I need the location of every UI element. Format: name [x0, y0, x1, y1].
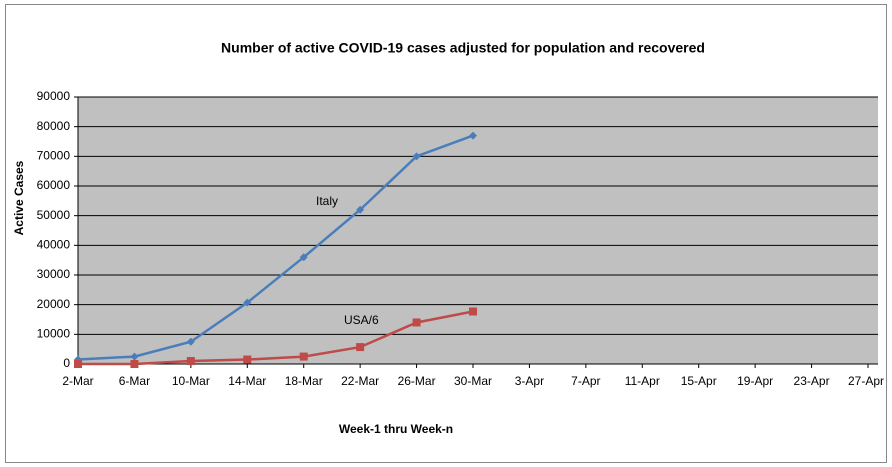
y-tick-label: 70000	[37, 149, 71, 163]
data-point	[74, 360, 82, 368]
y-tick-label: 50000	[37, 208, 71, 222]
data-point	[186, 357, 195, 366]
chart-title: Number of active COVID-19 cases adjusted…	[221, 40, 705, 56]
x-tick-label: 26-Mar	[398, 374, 436, 388]
x-tick-label: 19-Apr	[737, 374, 773, 388]
data-point	[356, 343, 365, 352]
y-axis-title: Active Cases	[12, 160, 26, 235]
y-tick-label: 40000	[37, 238, 71, 252]
series-annotation: Italy	[316, 194, 338, 208]
series-line	[77, 134, 474, 361]
series-annotation: USA/6	[344, 313, 379, 327]
data-point	[130, 360, 139, 368]
x-tick-label: 23-Apr	[794, 374, 830, 388]
data-point	[356, 205, 365, 214]
y-tick-label: 30000	[37, 267, 71, 281]
x-tick-label: 2-Mar	[62, 374, 93, 388]
data-point	[469, 307, 477, 316]
series-line	[78, 310, 474, 366]
y-tick-label: 0	[63, 356, 70, 370]
x-tick-label: 27-Apr	[848, 374, 884, 388]
x-axis-title: Week-1 thru Week-n	[339, 422, 453, 436]
data-point	[186, 337, 195, 346]
x-tick-label: 18-Mar	[285, 374, 323, 388]
data-point	[243, 298, 252, 307]
x-tick-label: 7-Apr	[571, 374, 600, 388]
x-tick-label: 11-Apr	[625, 374, 660, 388]
data-point	[412, 318, 421, 327]
y-tick-label: 60000	[37, 178, 71, 192]
x-tick-label: 14-Mar	[228, 374, 266, 388]
x-tick-label: 10-Mar	[172, 374, 210, 388]
y-tick-label: 20000	[37, 297, 71, 311]
plot-area	[78, 97, 878, 364]
data-point	[299, 352, 308, 361]
x-tick-label: 3-Apr	[515, 374, 544, 388]
data-point	[243, 355, 252, 364]
data-point	[299, 253, 308, 262]
x-tick-label: 30-Mar	[454, 374, 492, 388]
y-tick-label: 10000	[37, 327, 71, 341]
x-tick-label: 15-Apr	[681, 374, 717, 388]
data-point	[130, 352, 139, 361]
data-point	[469, 131, 477, 140]
y-tick-label: 80000	[37, 119, 71, 133]
data-point	[412, 152, 421, 161]
y-tick-label: 90000	[37, 89, 71, 103]
x-tick-label: 22-Mar	[341, 374, 379, 388]
x-tick-label: 6-Mar	[119, 374, 150, 388]
